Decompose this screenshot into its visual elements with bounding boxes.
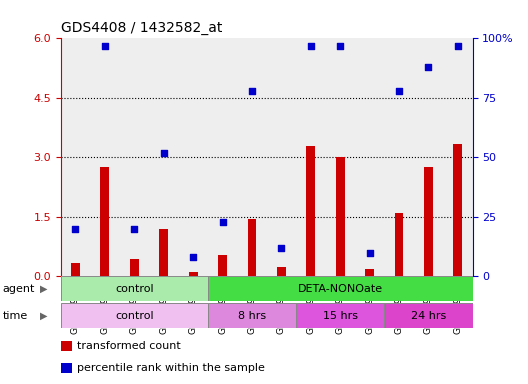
Bar bbox=[130, 259, 139, 276]
Point bbox=[189, 254, 197, 260]
Point bbox=[130, 226, 138, 232]
Bar bbox=[325, 38, 355, 276]
Text: percentile rank within the sample: percentile rank within the sample bbox=[77, 363, 265, 373]
Point bbox=[365, 250, 374, 256]
Text: 15 hrs: 15 hrs bbox=[323, 311, 357, 321]
Bar bbox=[90, 38, 119, 276]
Bar bbox=[100, 167, 109, 276]
Text: ▶: ▶ bbox=[40, 311, 47, 321]
Text: ▶: ▶ bbox=[40, 284, 47, 294]
Bar bbox=[178, 38, 208, 276]
Point bbox=[424, 64, 432, 70]
Text: agent: agent bbox=[3, 284, 35, 294]
Bar bbox=[296, 38, 325, 276]
Point bbox=[454, 43, 462, 49]
Bar bbox=[296, 303, 384, 328]
Bar bbox=[159, 229, 168, 276]
Text: transformed count: transformed count bbox=[77, 341, 180, 351]
Text: 24 hrs: 24 hrs bbox=[411, 311, 446, 321]
Point bbox=[218, 218, 227, 225]
Point bbox=[101, 43, 109, 49]
Bar bbox=[248, 219, 256, 276]
Bar bbox=[61, 38, 90, 276]
Bar bbox=[208, 276, 473, 301]
Bar bbox=[71, 263, 80, 276]
Bar bbox=[355, 38, 384, 276]
Bar bbox=[336, 157, 345, 276]
Text: GDS4408 / 1432582_at: GDS4408 / 1432582_at bbox=[61, 21, 222, 35]
Bar bbox=[365, 269, 374, 276]
Bar bbox=[218, 255, 227, 276]
Text: time: time bbox=[3, 311, 28, 321]
Bar bbox=[149, 38, 178, 276]
Bar bbox=[414, 38, 443, 276]
Point bbox=[395, 88, 403, 94]
Text: control: control bbox=[115, 311, 154, 321]
Point bbox=[71, 226, 80, 232]
Bar bbox=[267, 38, 296, 276]
Bar bbox=[61, 303, 208, 328]
Bar bbox=[454, 144, 463, 276]
Bar bbox=[237, 38, 267, 276]
Point bbox=[277, 245, 286, 251]
Bar bbox=[277, 266, 286, 276]
Text: DETA-NONOate: DETA-NONOate bbox=[298, 284, 383, 294]
Bar bbox=[61, 276, 208, 301]
Bar bbox=[119, 38, 149, 276]
Bar bbox=[208, 303, 296, 328]
Bar bbox=[424, 167, 433, 276]
Text: 8 hrs: 8 hrs bbox=[238, 311, 266, 321]
Point bbox=[336, 43, 344, 49]
Text: control: control bbox=[115, 284, 154, 294]
Bar bbox=[384, 303, 473, 328]
Bar bbox=[443, 38, 473, 276]
Bar bbox=[394, 213, 403, 276]
Point bbox=[307, 43, 315, 49]
Bar bbox=[208, 38, 237, 276]
Bar bbox=[384, 38, 414, 276]
Bar bbox=[188, 272, 197, 276]
Bar bbox=[306, 146, 315, 276]
Point bbox=[159, 150, 168, 156]
Point bbox=[248, 88, 256, 94]
